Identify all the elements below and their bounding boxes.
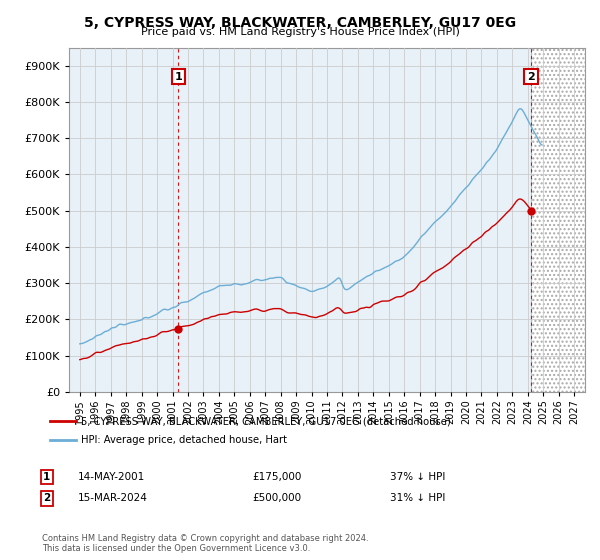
Text: HPI: Average price, detached house, Hart: HPI: Average price, detached house, Hart bbox=[80, 435, 287, 445]
Text: 2: 2 bbox=[527, 72, 535, 82]
Text: 37% ↓ HPI: 37% ↓ HPI bbox=[390, 472, 445, 482]
Text: Price paid vs. HM Land Registry's House Price Index (HPI): Price paid vs. HM Land Registry's House … bbox=[140, 27, 460, 37]
Text: £175,000: £175,000 bbox=[252, 472, 301, 482]
Text: Contains HM Land Registry data © Crown copyright and database right 2024.
This d: Contains HM Land Registry data © Crown c… bbox=[42, 534, 368, 553]
Text: 15-MAR-2024: 15-MAR-2024 bbox=[78, 493, 148, 503]
Text: 1: 1 bbox=[43, 472, 50, 482]
Text: 1: 1 bbox=[175, 72, 182, 82]
Text: 2: 2 bbox=[43, 493, 50, 503]
Text: 5, CYPRESS WAY, BLACKWATER, CAMBERLEY, GU17 0EG (detached house): 5, CYPRESS WAY, BLACKWATER, CAMBERLEY, G… bbox=[80, 417, 451, 426]
Text: 5, CYPRESS WAY, BLACKWATER, CAMBERLEY, GU17 0EG: 5, CYPRESS WAY, BLACKWATER, CAMBERLEY, G… bbox=[84, 16, 516, 30]
Text: 31% ↓ HPI: 31% ↓ HPI bbox=[390, 493, 445, 503]
Text: 14-MAY-2001: 14-MAY-2001 bbox=[78, 472, 145, 482]
Text: £500,000: £500,000 bbox=[252, 493, 301, 503]
